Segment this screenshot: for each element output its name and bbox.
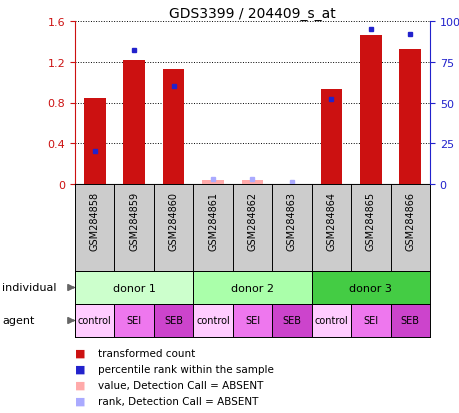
Text: GSM284860: GSM284860 [168, 192, 178, 250]
Bar [241, 180, 263, 185]
Bar [398, 50, 420, 185]
Bar [202, 180, 224, 185]
Bar [154, 304, 193, 337]
Text: ■: ■ [75, 348, 85, 358]
Text: GSM284862: GSM284862 [247, 192, 257, 250]
Text: GSM284865: GSM284865 [365, 192, 375, 250]
Text: GSM284864: GSM284864 [326, 192, 336, 250]
Bar [75, 271, 193, 304]
Bar [359, 36, 381, 185]
Text: SEI: SEI [244, 316, 259, 326]
Text: percentile rank within the sample: percentile rank within the sample [98, 364, 273, 374]
Text: value, Detection Call = ABSENT: value, Detection Call = ABSENT [98, 380, 263, 390]
Text: GSM284863: GSM284863 [286, 192, 297, 250]
Bar [311, 304, 350, 337]
Text: control: control [78, 316, 112, 326]
Bar [162, 70, 184, 185]
Text: SEB: SEB [400, 316, 419, 326]
Title: GDS3399 / 204409_s_at: GDS3399 / 204409_s_at [169, 7, 335, 21]
Text: GSM284859: GSM284859 [129, 192, 139, 250]
Bar [193, 304, 232, 337]
Bar [232, 304, 272, 337]
Bar [193, 271, 311, 304]
Bar [272, 304, 311, 337]
Text: ■: ■ [75, 364, 85, 374]
Bar [123, 61, 145, 185]
Bar [350, 304, 390, 337]
Bar [75, 304, 114, 337]
Text: SEB: SEB [282, 316, 301, 326]
Text: transformed count: transformed count [98, 348, 195, 358]
Text: SEI: SEI [126, 316, 141, 326]
Text: rank, Detection Call = ABSENT: rank, Detection Call = ABSENT [98, 396, 258, 406]
Bar [84, 99, 105, 185]
Bar [311, 271, 429, 304]
Text: donor 2: donor 2 [230, 283, 274, 293]
Text: SEI: SEI [363, 316, 378, 326]
Text: donor 3: donor 3 [349, 283, 392, 293]
Text: ■: ■ [75, 380, 85, 390]
Bar [390, 304, 429, 337]
Text: control: control [314, 316, 347, 326]
Text: donor 1: donor 1 [112, 283, 155, 293]
Text: agent: agent [2, 316, 34, 326]
Text: individual: individual [2, 283, 56, 293]
Text: SEB: SEB [164, 316, 183, 326]
Bar [114, 304, 154, 337]
Text: GSM284858: GSM284858 [90, 192, 100, 250]
Bar [320, 90, 341, 185]
Text: ■: ■ [75, 396, 85, 406]
Text: GSM284866: GSM284866 [404, 192, 414, 250]
Text: GSM284861: GSM284861 [207, 192, 218, 250]
Text: control: control [196, 316, 230, 326]
